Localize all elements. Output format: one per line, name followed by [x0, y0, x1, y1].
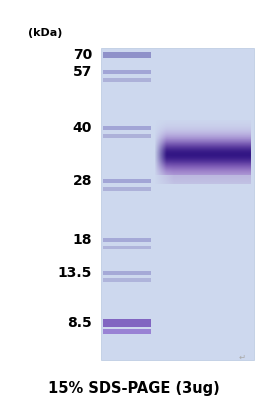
Bar — [103, 126, 151, 130]
Text: 18: 18 — [73, 233, 92, 247]
Bar — [103, 70, 151, 74]
Bar — [103, 278, 151, 282]
Bar — [103, 329, 151, 334]
Text: ↵: ↵ — [238, 352, 245, 361]
Bar — [103, 246, 151, 249]
Text: (kDa): (kDa) — [28, 28, 62, 38]
FancyBboxPatch shape — [101, 48, 254, 360]
Text: 70: 70 — [73, 48, 92, 62]
Bar — [103, 187, 151, 190]
Bar — [103, 134, 151, 138]
Bar — [103, 78, 151, 82]
Text: 40: 40 — [73, 121, 92, 135]
Text: 28: 28 — [73, 174, 92, 188]
Bar — [103, 52, 151, 58]
Text: 13.5: 13.5 — [58, 266, 92, 280]
Bar — [103, 319, 151, 327]
Bar — [103, 178, 151, 183]
Bar — [103, 238, 151, 242]
Text: 57: 57 — [73, 65, 92, 79]
Text: 15% SDS-PAGE (3ug): 15% SDS-PAGE (3ug) — [48, 381, 219, 396]
Bar — [103, 271, 151, 275]
Text: 8.5: 8.5 — [67, 316, 92, 330]
